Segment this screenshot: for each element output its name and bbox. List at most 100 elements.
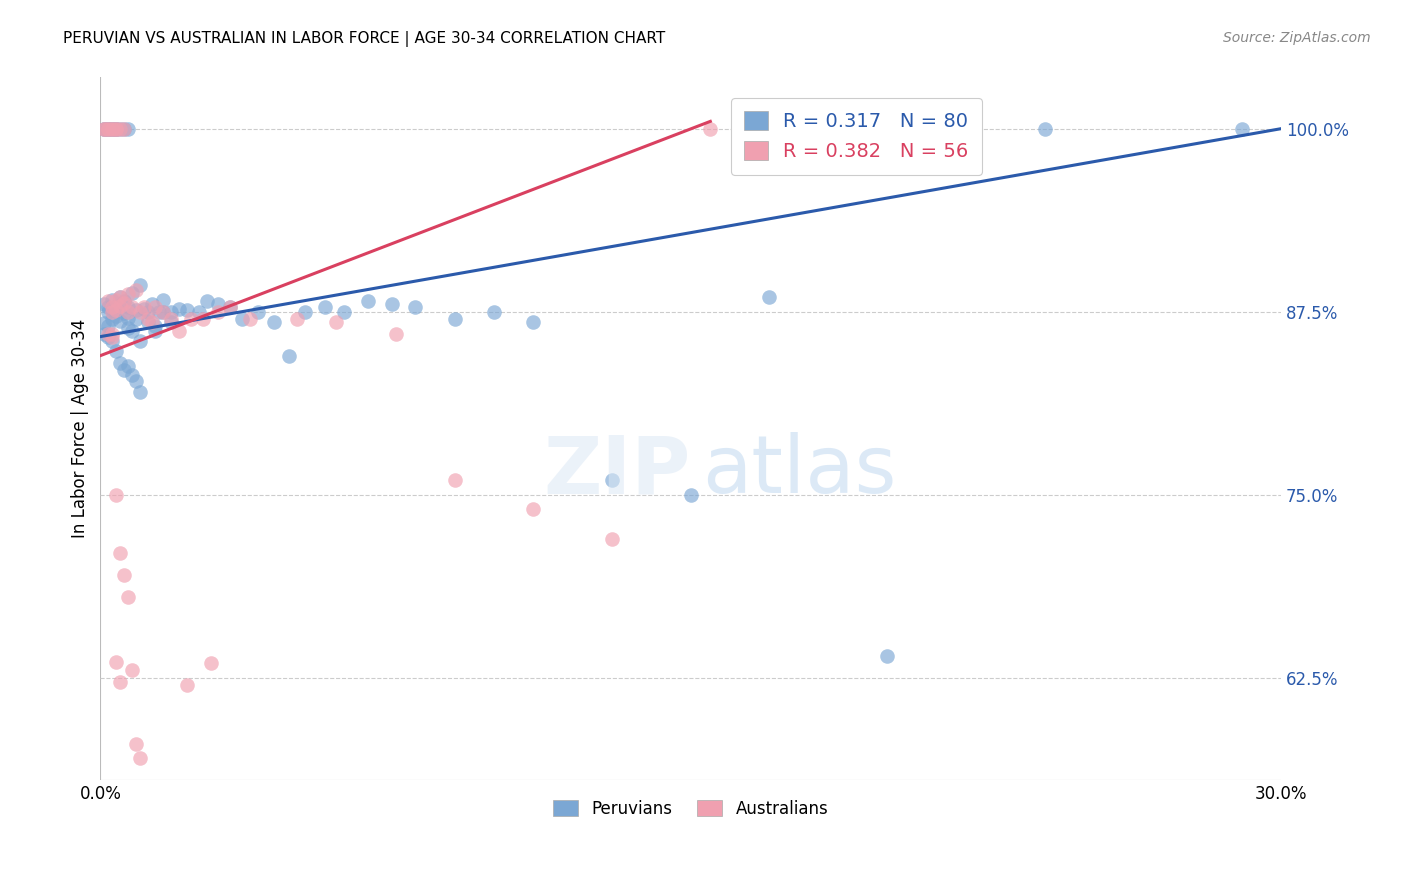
- Point: [125, 737, 148, 751]
- Point: [128, 304, 150, 318]
- Point: [117, 321, 139, 335]
- Point: [679, 488, 702, 502]
- Point: [108, 290, 131, 304]
- Point: [180, 312, 202, 326]
- Point: [93, 121, 115, 136]
- Point: [136, 312, 159, 326]
- Point: [294, 304, 316, 318]
- Point: [117, 287, 139, 301]
- Text: PERUVIAN VS AUSTRALIAN IN LABOR FORCE | AGE 30-34 CORRELATION CHART: PERUVIAN VS AUSTRALIAN IN LABOR FORCE | …: [63, 31, 665, 47]
- Point: [97, 121, 120, 136]
- Point: [699, 121, 721, 136]
- Point: [132, 301, 155, 316]
- Point: [105, 309, 128, 323]
- Point: [97, 121, 120, 136]
- Point: [191, 312, 214, 326]
- Point: [101, 303, 124, 318]
- Point: [380, 297, 402, 311]
- Point: [187, 304, 209, 318]
- Point: [93, 326, 115, 341]
- Point: [121, 301, 143, 315]
- Point: [112, 294, 135, 309]
- Point: [108, 290, 131, 304]
- Point: [145, 319, 167, 334]
- Point: [152, 293, 174, 307]
- Point: [195, 294, 218, 309]
- Point: [128, 334, 150, 348]
- Point: [97, 121, 120, 136]
- Point: [246, 304, 269, 318]
- Point: [112, 121, 135, 136]
- Point: [105, 121, 128, 136]
- Point: [117, 310, 139, 325]
- Point: [101, 304, 124, 318]
- Point: [108, 356, 131, 370]
- Point: [219, 301, 242, 315]
- Point: [105, 121, 128, 136]
- Point: [108, 121, 131, 136]
- Point: [112, 363, 135, 377]
- Point: [105, 293, 128, 307]
- Point: [117, 591, 139, 605]
- Text: ZIP: ZIP: [543, 432, 690, 510]
- Point: [112, 568, 135, 582]
- Point: [101, 121, 124, 136]
- Point: [278, 349, 301, 363]
- Y-axis label: In Labor Force | Age 30-34: In Labor Force | Age 30-34: [72, 319, 89, 539]
- Point: [97, 319, 120, 334]
- Point: [145, 301, 167, 315]
- Point: [1033, 121, 1056, 136]
- Point: [93, 121, 115, 136]
- Point: [93, 121, 115, 136]
- Point: [112, 296, 135, 310]
- Point: [160, 312, 183, 326]
- Point: [97, 121, 120, 136]
- Point: [97, 304, 120, 318]
- Point: [108, 299, 131, 313]
- Point: [314, 301, 336, 315]
- Point: [105, 121, 128, 136]
- Point: [105, 303, 128, 318]
- Point: [101, 334, 124, 348]
- Point: [108, 313, 131, 327]
- Point: [160, 315, 183, 329]
- Point: [148, 304, 170, 318]
- Point: [263, 315, 285, 329]
- Point: [443, 312, 465, 326]
- Point: [117, 121, 139, 136]
- Point: [101, 326, 124, 341]
- Point: [207, 297, 229, 311]
- Point: [758, 290, 780, 304]
- Point: [93, 317, 115, 331]
- Point: [101, 312, 124, 326]
- Point: [117, 304, 139, 318]
- Point: [325, 315, 347, 329]
- Point: [128, 278, 150, 293]
- Point: [101, 121, 124, 136]
- Point: [231, 312, 253, 326]
- Point: [152, 304, 174, 318]
- Point: [125, 374, 148, 388]
- Point: [101, 329, 124, 343]
- Legend: Peruvians, Australians: Peruvians, Australians: [547, 793, 835, 825]
- Point: [117, 359, 139, 373]
- Point: [160, 304, 183, 318]
- Point: [128, 385, 150, 400]
- Point: [145, 324, 167, 338]
- Point: [404, 301, 426, 315]
- Point: [1230, 121, 1253, 136]
- Point: [482, 304, 505, 318]
- Point: [105, 655, 128, 669]
- Point: [105, 299, 128, 313]
- Point: [219, 301, 242, 315]
- Point: [167, 324, 190, 338]
- Point: [357, 294, 380, 309]
- Point: [522, 315, 544, 329]
- Point: [121, 664, 143, 678]
- Point: [97, 326, 120, 341]
- Point: [132, 301, 155, 315]
- Point: [522, 502, 544, 516]
- Point: [136, 315, 159, 329]
- Point: [101, 293, 124, 307]
- Point: [101, 121, 124, 136]
